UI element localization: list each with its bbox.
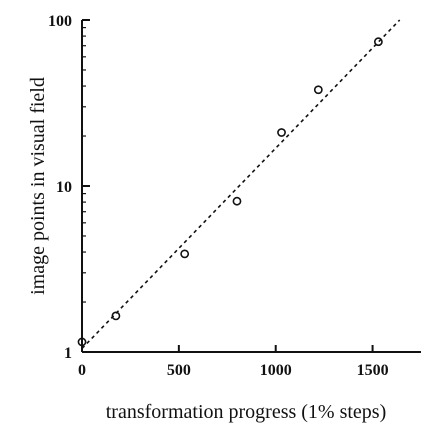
x-tick-label: 1500	[357, 362, 389, 379]
data-point	[277, 128, 286, 137]
y-ticks: 1 10 100	[48, 13, 90, 362]
data-point	[77, 337, 87, 347]
fit-layer	[81, 19, 401, 350]
fit-line	[81, 19, 401, 350]
y-tick-label: 100	[48, 13, 72, 30]
data-point	[232, 196, 242, 206]
data-point	[313, 85, 323, 95]
data-point	[373, 37, 383, 47]
x-axis-title: transformation progress (1% steps)	[106, 401, 387, 423]
y-tick-label: 10	[56, 179, 72, 196]
y-axis-title: image points in visual field	[27, 77, 49, 295]
axes	[81, 20, 421, 353]
x-tick-label: 0	[78, 362, 86, 379]
y-tick-label: 1	[64, 345, 72, 362]
x-ticks: 0 500 1000 1500	[78, 345, 389, 379]
data-point	[111, 311, 121, 321]
x-tick-label: 1000	[260, 362, 292, 379]
points-layer	[77, 37, 383, 347]
data-point	[180, 249, 190, 259]
x-tick-label: 500	[167, 362, 191, 379]
